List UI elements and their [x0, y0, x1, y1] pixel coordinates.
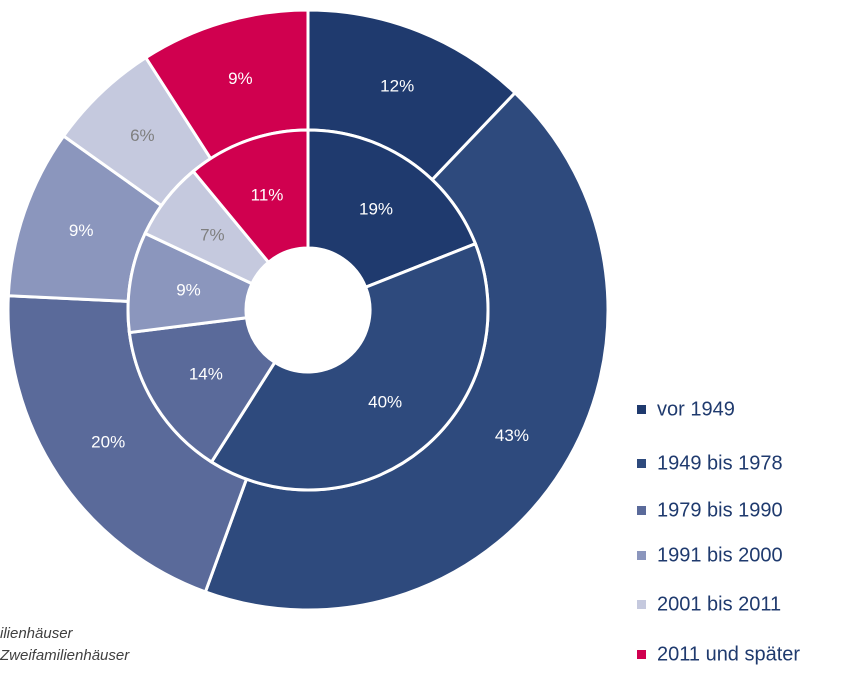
value-label: 40% — [368, 393, 402, 412]
value-label: 19% — [359, 199, 393, 218]
value-label: 9% — [228, 69, 253, 88]
legend-label: 1991 bis 2000 — [657, 544, 783, 566]
legend-label: 1979 bis 1990 — [657, 499, 783, 521]
value-label: 11% — [251, 186, 284, 205]
value-label: 20% — [91, 432, 125, 451]
note: Zweifamilienhäuser — [0, 647, 130, 664]
legend-label: 1949 bis 1978 — [657, 452, 783, 474]
value-label: 7% — [200, 225, 225, 244]
donut-slice — [209, 241, 490, 492]
value-label: 14% — [189, 364, 223, 383]
value-label: 9% — [69, 221, 94, 240]
legend-swatch — [637, 459, 646, 468]
legend-swatch — [637, 551, 646, 560]
legend-swatch — [637, 405, 646, 414]
legend-swatch — [637, 650, 646, 659]
value-label: 6% — [130, 126, 155, 145]
donut-slice — [127, 316, 277, 465]
donut-slice — [306, 128, 478, 290]
legend-swatch — [637, 600, 646, 609]
legend-label: vor 1949 — [657, 398, 735, 420]
legend-label: 2011 und später — [657, 643, 800, 665]
value-label: 43% — [495, 426, 529, 445]
value-label: 9% — [176, 281, 201, 300]
legend-label: 2001 bis 2011 — [657, 593, 781, 615]
legend-swatch — [637, 506, 646, 515]
donut-slice — [191, 128, 310, 265]
value-label: 12% — [380, 77, 414, 96]
note: ilienhäuser — [0, 625, 74, 642]
